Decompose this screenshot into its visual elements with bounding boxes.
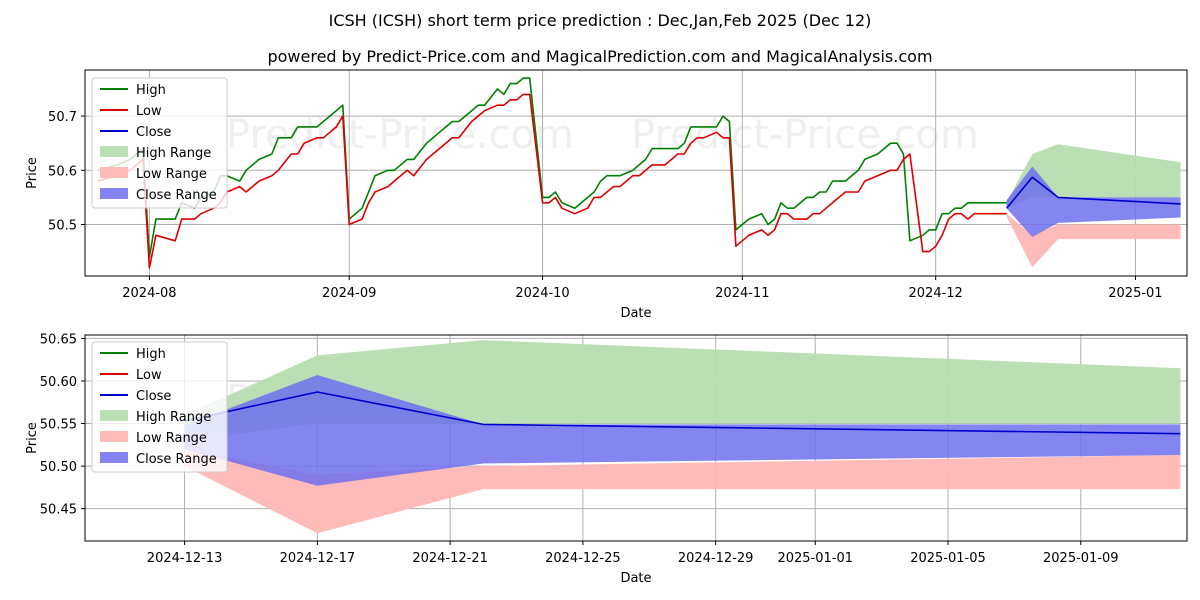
x-tick-label: 2024-08 — [122, 286, 176, 301]
close-series-line — [1005, 176, 1181, 209]
x-tick-label: 2025-01-09 — [1043, 551, 1119, 566]
y-tick-label: 50.6 — [48, 164, 77, 179]
x-tick-label: 2025-01-01 — [777, 551, 853, 566]
legend-swatch-close-range — [100, 188, 128, 199]
legend-swatch-close-range — [100, 452, 128, 463]
x-tick-label: 2025-01 — [1108, 286, 1162, 301]
legend-swatch-high-range — [100, 410, 128, 421]
low-range-area — [1006, 213, 1181, 268]
legend-swatch-high-range — [100, 146, 128, 157]
close-range-area — [1006, 166, 1181, 237]
x-tick-label: 2024-12-17 — [280, 551, 356, 566]
legend-swatch-low-range — [100, 167, 128, 178]
legend-label: Close — [136, 125, 171, 140]
x-tick-label: 2024-09 — [322, 286, 376, 301]
y-tick-label: 50.45 — [40, 503, 77, 518]
x-tick-label: 2024-10 — [515, 286, 569, 301]
legend-label: Low — [136, 104, 162, 119]
y-tick-label: 50.65 — [40, 332, 77, 347]
x-tick-label: 2025-01-05 — [910, 551, 986, 566]
legend-label: Low Range — [136, 431, 207, 446]
close-series-line — [184, 391, 1181, 435]
legend-label: High Range — [136, 146, 211, 161]
chart-subtitle: powered by Predict-Price.com and Magical… — [267, 47, 932, 66]
legend-label: Close — [136, 389, 171, 404]
close-range-area — [184, 375, 1181, 486]
x-tick-label: 2024-12-25 — [545, 551, 621, 566]
x-axis-label: Date — [620, 306, 651, 321]
x-tick-label: 2024-12-29 — [678, 551, 754, 566]
legend-label: High — [136, 347, 166, 362]
x-tick-label: 2024-12-21 — [412, 551, 488, 566]
watermark-text: Predict-Price.com — [226, 112, 574, 158]
plot-frame — [84, 334, 1188, 542]
legend-label: Low — [136, 368, 162, 383]
x-axis-label: Date — [620, 571, 651, 586]
legend-label: Low Range — [136, 167, 207, 182]
legend-label: Close Range — [136, 452, 217, 467]
y-axis-label: Price — [25, 422, 40, 454]
y-tick-label: 50.50 — [40, 460, 77, 475]
legend-label: Close Range — [136, 188, 217, 203]
watermark-text: Predict-Price.com — [631, 112, 979, 158]
y-tick-label: 50.5 — [48, 219, 77, 234]
high-series-line — [97, 77, 1007, 258]
low-series-line — [97, 93, 1007, 269]
x-tick-label: 2024-12 — [909, 286, 963, 301]
chart-title: ICSH (ICSH) short term price prediction … — [329, 11, 872, 30]
y-tick-label: 50.7 — [48, 110, 77, 125]
bottom-chart-panel: Predict-Price.comPredict-Price.com2024-1… — [25, 332, 1188, 586]
legend-label: High Range — [136, 410, 211, 425]
y-axis-label: Price — [25, 157, 40, 189]
legend-swatch-low-range — [100, 431, 128, 442]
legend-label: High — [136, 83, 166, 98]
x-tick-label: 2024-12-13 — [147, 551, 223, 566]
y-tick-label: 50.60 — [40, 375, 77, 390]
top-chart-panel: Predict-Price.com Predict-Price.com 2024-0… — [25, 69, 1188, 321]
plot-frame — [84, 69, 1188, 277]
x-tick-label: 2024-11 — [715, 286, 769, 301]
y-tick-label: 50.55 — [40, 418, 77, 433]
